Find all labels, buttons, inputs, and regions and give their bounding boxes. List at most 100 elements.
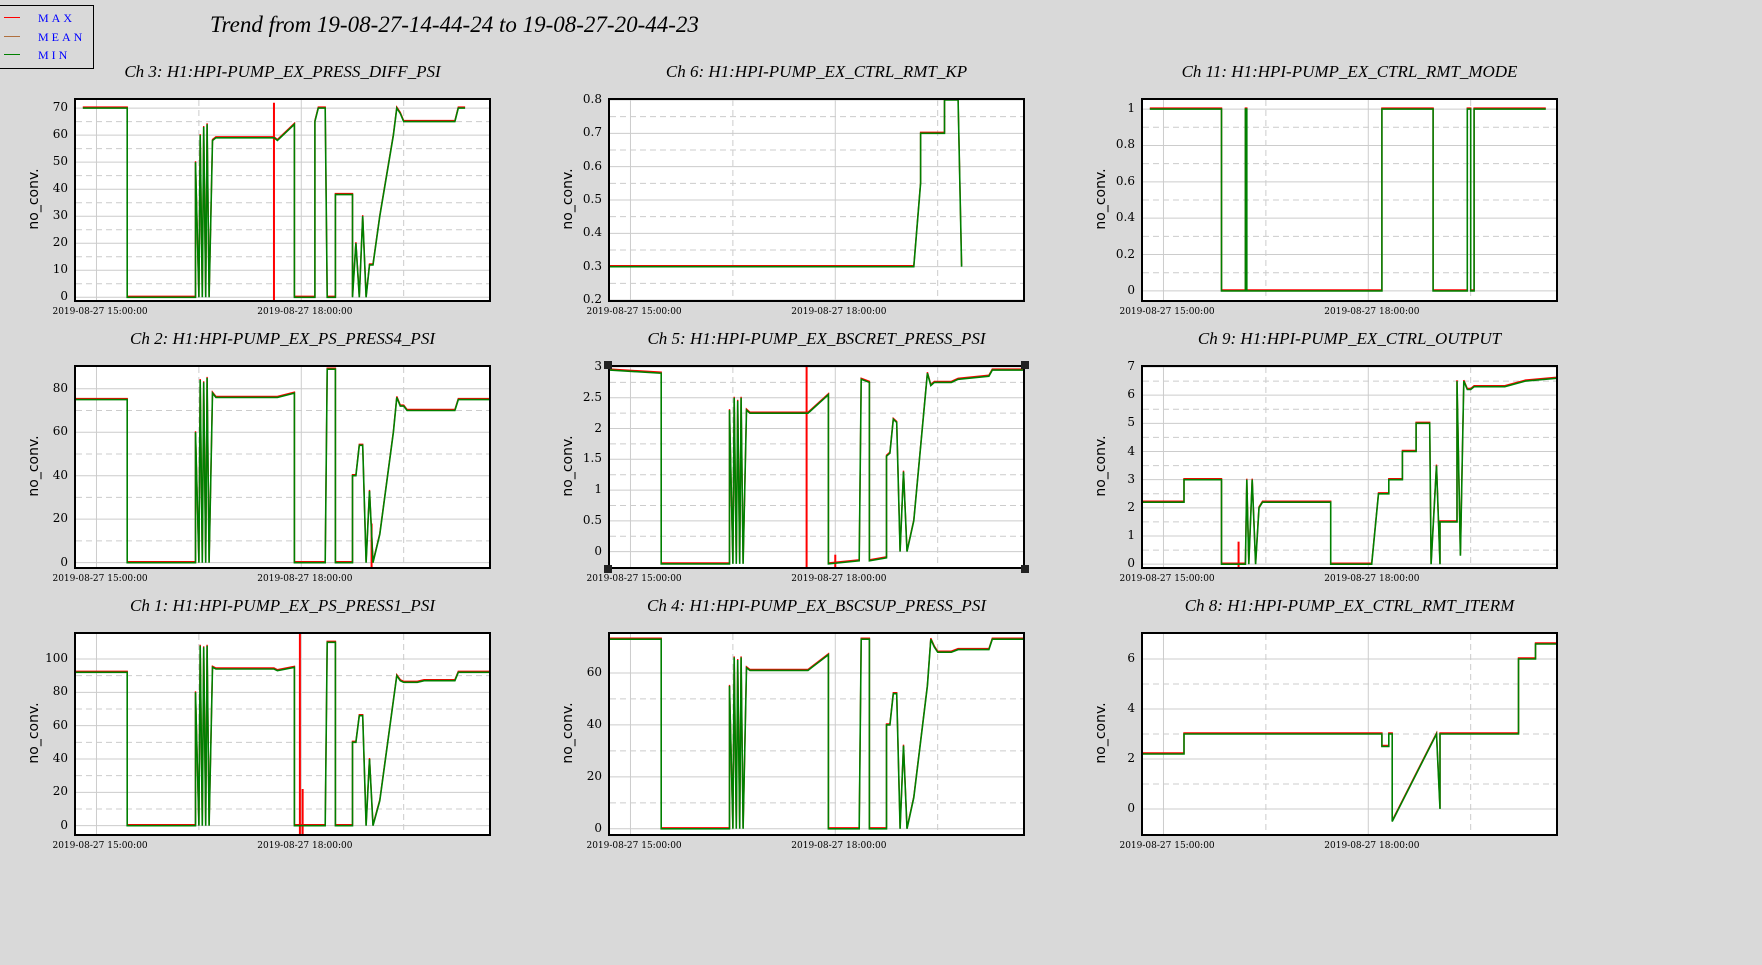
y-tick-label: 0.5 [582, 192, 602, 206]
y-tick-label: 1 [1127, 101, 1135, 116]
plot-svg [1143, 367, 1556, 567]
chart-title: Ch 2: H1:HPI-PUMP_EX_PS_PRESS4_PSI [130, 329, 435, 348]
y-tick-label: 0.4 [1115, 210, 1135, 225]
y-tick-label: 0.2 [1115, 246, 1135, 261]
plot-area[interactable] [74, 365, 491, 569]
page-title: Trend from 19-08-27-14-44-24 to 19-08-27… [210, 12, 699, 37]
x-tick-label: 2019-08-27 15:00:00 [52, 574, 148, 584]
chart-title: Ch 1: H1:HPI-PUMP_EX_PS_PRESS1_PSI [130, 596, 435, 615]
series-min-line [610, 100, 963, 268]
x-tick-label: 2019-08-27 18:00:00 [791, 841, 887, 851]
y-tick-label: 5 [1127, 415, 1135, 430]
y-tick-label: 100 [45, 651, 68, 665]
y-tick-label: 3 [1127, 471, 1135, 486]
y-tick-label: 0 [60, 554, 68, 569]
y-axis-label: no_conv. [1093, 168, 1109, 230]
x-tick-label: 2019-08-27 15:00:00 [1119, 841, 1215, 851]
y-tick-label: 0 [594, 543, 602, 558]
chart-title: Ch 8: H1:HPI-PUMP_EX_CTRL_RMT_ITERM [1184, 596, 1515, 615]
y-tick-label: 7 [1127, 359, 1135, 373]
legend-item-min: MIN [0, 48, 95, 62]
plot-svg [76, 634, 489, 834]
y-tick-label: 20 [586, 768, 602, 783]
y-tick-label: 0 [594, 820, 602, 835]
series-max-line [1143, 376, 1556, 564]
y-tick-label: 40 [52, 181, 68, 196]
y-tick-label: 20 [52, 511, 68, 526]
y-tick-label: 60 [52, 424, 68, 439]
plot-area[interactable] [608, 632, 1025, 836]
x-tick-label: 2019-08-27 18:00:00 [1324, 574, 1420, 584]
y-tick-label: 4 [1127, 701, 1135, 715]
y-tick-label: 0.8 [1115, 137, 1135, 152]
x-tick-label: 2019-08-27 18:00:00 [257, 307, 353, 317]
series-min-line [1143, 377, 1556, 565]
x-tick-label: 2019-08-27 18:00:00 [1324, 307, 1420, 317]
y-tick-label: 2 [1127, 751, 1135, 765]
x-tick-label: 2019-08-27 15:00:00 [1119, 307, 1215, 317]
y-tick-label: 0 [1127, 556, 1135, 571]
y-tick-label: 0 [60, 289, 68, 304]
y-tick-label: 0 [1127, 801, 1135, 815]
y-tick-label: 4 [1127, 443, 1135, 458]
y-tick-label: 10 [52, 262, 68, 277]
y-tick-label: 2.5 [582, 389, 602, 404]
y-tick-label: 0.7 [582, 125, 602, 140]
y-tick-label: 40 [586, 716, 602, 731]
selection-handle[interactable] [1021, 361, 1029, 369]
y-tick-label: 20 [52, 235, 68, 250]
legend-item-max: MAX [0, 11, 95, 25]
legend-label-max: MAX [38, 11, 76, 25]
plot-svg [76, 367, 489, 567]
series-min-line [82, 105, 466, 299]
x-tick-label: 2019-08-27 18:00:00 [257, 574, 353, 584]
x-tick-label: 2019-08-27 18:00:00 [791, 574, 887, 584]
y-tick-label: 3 [594, 359, 602, 373]
legend-item-mean: MEAN [0, 30, 95, 44]
chart-title: Ch 4: H1:HPI-PUMP_EX_BSCSUP_PRESS_PSI [647, 596, 986, 615]
selection-handle[interactable] [604, 565, 612, 573]
y-tick-label: 20 [52, 784, 68, 799]
plot-area[interactable] [1141, 632, 1558, 836]
y-tick-label: 0.8 [582, 92, 602, 106]
y-tick-label: 1 [594, 482, 602, 497]
y-tick-label: 0.2 [582, 292, 602, 306]
selection-handle[interactable] [604, 361, 612, 369]
y-tick-label: 40 [52, 751, 68, 765]
series-max-line [1143, 642, 1556, 821]
y-tick-label: 80 [52, 684, 68, 699]
x-tick-label: 2019-08-27 18:00:00 [257, 841, 353, 851]
plot-area[interactable] [1141, 365, 1558, 569]
y-tick-label: 1 [1127, 528, 1135, 542]
y-tick-label: 0.5 [582, 512, 602, 527]
y-tick-label: 50 [52, 154, 68, 169]
selection-handle[interactable] [1021, 565, 1029, 573]
plot-area[interactable] [608, 98, 1025, 302]
y-tick-label: 2 [1127, 499, 1135, 514]
y-tick-label: 60 [52, 717, 68, 732]
plot-area[interactable] [608, 365, 1025, 569]
plot-svg [1143, 100, 1556, 300]
y-tick-label: 70 [52, 100, 68, 115]
plot-area[interactable] [74, 632, 491, 836]
x-tick-label: 2019-08-27 15:00:00 [586, 841, 682, 851]
y-tick-label: 0.6 [1115, 173, 1135, 188]
chart-title: Ch 3: H1:HPI-PUMP_EX_PRESS_DIFF_PSI [124, 62, 441, 81]
y-tick-label: 0 [60, 817, 68, 832]
y-tick-label: 0.3 [582, 258, 602, 273]
y-tick-label: 0 [1127, 282, 1135, 297]
x-tick-label: 2019-08-27 15:00:00 [1119, 574, 1215, 584]
y-tick-label: 1.5 [582, 451, 602, 466]
plot-area[interactable] [1141, 98, 1558, 302]
y-tick-label: 6 [1127, 387, 1135, 402]
series-min-line [610, 369, 1023, 565]
legend-label-mean: MEAN [38, 30, 86, 44]
x-tick-label: 2019-08-27 15:00:00 [52, 841, 148, 851]
plot-svg [610, 367, 1023, 567]
y-tick-label: 60 [52, 127, 68, 142]
series-min-line [76, 641, 489, 827]
x-tick-label: 2019-08-27 15:00:00 [52, 307, 148, 317]
chart-title: Ch 5: H1:HPI-PUMP_EX_BSCRET_PRESS_PSI [647, 329, 986, 348]
plot-area[interactable] [74, 98, 491, 302]
series-max-line [1149, 107, 1546, 291]
